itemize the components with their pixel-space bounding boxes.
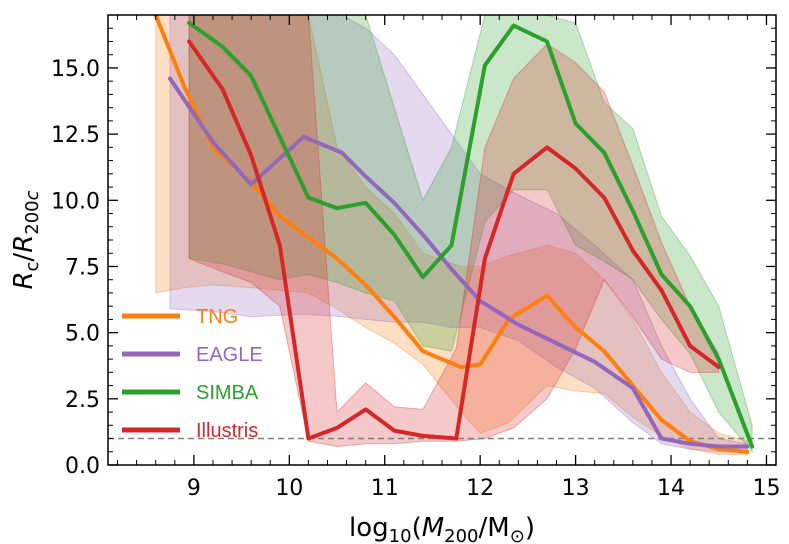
- y-tick-label: 12.5: [51, 123, 100, 148]
- x-tick-label: 14: [657, 476, 685, 501]
- band-tng: [155, 15, 748, 455]
- x-tick-label: 12: [466, 476, 494, 501]
- legend: TNG EAGLE SIMBA Illustris: [122, 306, 263, 442]
- confidence-bands: [155, 15, 753, 455]
- y-axis-label: Rc/R200c: [9, 190, 43, 289]
- band-simba: [188, 15, 753, 454]
- line-simba: [187, 20, 755, 449]
- legend-label-illustris: Illustris: [196, 420, 258, 442]
- x-tick-label: 13: [562, 476, 590, 501]
- legend-label-tng: TNG: [196, 306, 238, 328]
- y-tick-label: 15.0: [51, 57, 100, 82]
- y-tick-label: 10.0: [51, 189, 100, 214]
- y-tick-label: 0.0: [65, 454, 100, 479]
- band-illustris: [188, 15, 720, 448]
- line-illustris: [187, 39, 721, 441]
- line-tng: [153, 15, 750, 454]
- x-tick-label: 15: [752, 476, 780, 501]
- x-tick-label: 9: [187, 476, 201, 501]
- legend-label-eagle: EAGLE: [196, 344, 263, 366]
- tick-labels: 9 10 11 12 13 14 15 0.0 2.5 5.0 7.5 10.0 12.5 15.0: [51, 57, 780, 501]
- y-tick-label: 7.5: [65, 255, 100, 280]
- series-lines: [153, 15, 755, 454]
- x-axis-label: log10(M200/M⊙): [349, 513, 535, 544]
- x-tick-label: 10: [275, 476, 303, 501]
- axis-ticks: [108, 15, 776, 466]
- y-tick-label: 5.0: [65, 322, 100, 347]
- line-eagle: [168, 76, 750, 449]
- x-tick-label: 11: [371, 476, 399, 501]
- y-tick-label: 2.5: [65, 388, 100, 413]
- legend-label-simba: SIMBA: [196, 382, 259, 404]
